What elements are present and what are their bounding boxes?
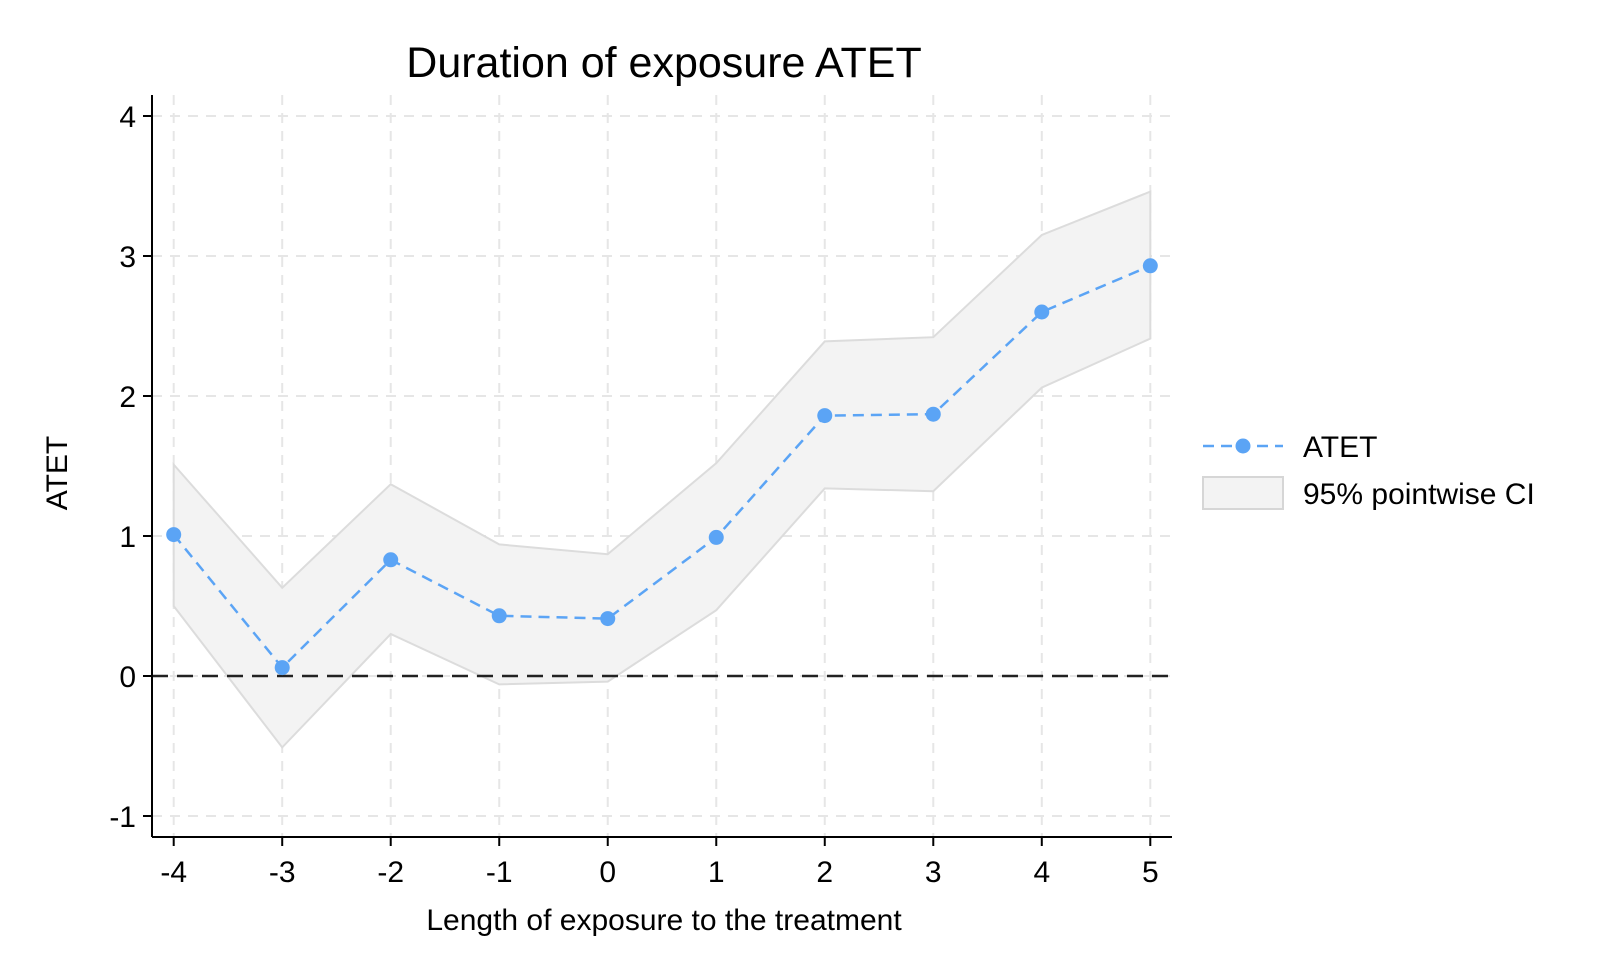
atet-series-layer xyxy=(166,258,1158,676)
x-tick-label: 5 xyxy=(1142,856,1159,889)
x-tick-label: -2 xyxy=(377,856,404,889)
atet-point xyxy=(166,527,182,543)
atet-point xyxy=(1142,258,1158,274)
x-tick-label: 4 xyxy=(1033,856,1050,889)
y-tick-label: 3 xyxy=(119,241,136,274)
atet-point xyxy=(274,660,290,676)
atet-point xyxy=(491,608,507,624)
x-tick-label: 0 xyxy=(599,856,616,889)
atet-point xyxy=(925,406,941,422)
ci-band-layer xyxy=(172,190,1152,749)
legend-ci-swatch xyxy=(1202,476,1284,510)
legend-atet-marker-swatch xyxy=(1235,438,1251,454)
atet-line xyxy=(172,264,1151,670)
legend: ATET 95% pointwise CI xyxy=(1202,431,1535,511)
y-tick-label: -1 xyxy=(109,801,136,834)
y-axis-label: ATET xyxy=(41,436,74,510)
x-tick-label: -1 xyxy=(486,856,513,889)
atet-point xyxy=(817,408,833,424)
grid-lines xyxy=(152,95,1172,837)
x-axis-label: Length of exposure to the treatment xyxy=(426,904,902,937)
x-tick-label: 3 xyxy=(925,856,942,889)
y-tick-label: 4 xyxy=(119,101,136,134)
y-tick-label: 0 xyxy=(119,661,136,694)
x-tick-label: -3 xyxy=(269,856,296,889)
atet-point xyxy=(383,552,399,568)
atet-point xyxy=(1034,304,1050,320)
x-tick-label: 1 xyxy=(708,856,725,889)
atet-point xyxy=(600,611,616,627)
ci-band xyxy=(172,190,1152,749)
y-tick-label: 2 xyxy=(119,381,136,414)
atet-point xyxy=(708,529,724,545)
legend-ci-label: 95% pointwise CI xyxy=(1303,478,1535,511)
axes: -1 0 1 2 3 4 -4 -3 -2 -1 0 1 2 3 4 5 xyxy=(109,95,1172,889)
legend-atet-label: ATET xyxy=(1303,431,1377,464)
y-tick-label: 1 xyxy=(119,521,136,554)
x-tick-label: -4 xyxy=(160,856,187,889)
chart-title: Duration of exposure ATET xyxy=(406,39,921,87)
x-tick-label: 2 xyxy=(816,856,833,889)
